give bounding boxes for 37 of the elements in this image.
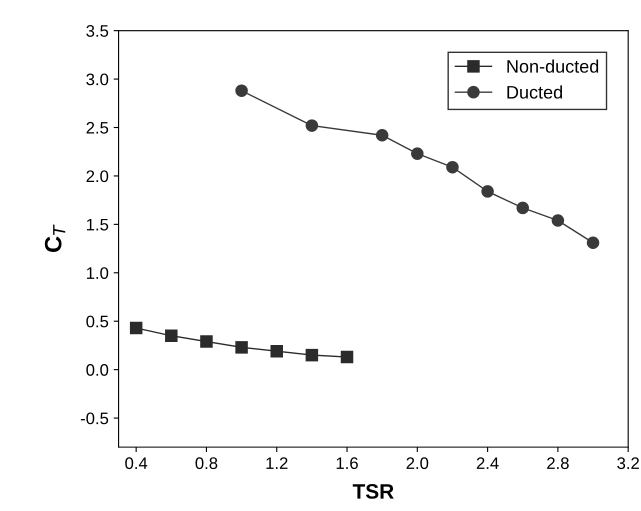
point — [306, 348, 318, 362]
point — [306, 119, 318, 132]
y-tick-label: 1.0 — [86, 267, 108, 279]
point — [481, 185, 494, 198]
y-tick-label: 0.0 — [86, 364, 108, 376]
x-tick-label: 3.2 — [617, 457, 639, 470]
point — [586, 236, 600, 250]
point — [200, 335, 213, 348]
point — [411, 147, 424, 160]
y-tick-label: -0.5 — [80, 412, 108, 424]
point — [235, 341, 248, 354]
point — [270, 344, 283, 358]
y-tick-label: 3.5 — [86, 25, 108, 37]
y-tick-label: 2.0 — [86, 170, 108, 182]
x-tick-label: 2.0 — [406, 457, 428, 470]
point — [165, 329, 178, 342]
legend-label: Non-ducted — [507, 60, 598, 73]
y-tick-label: 2.5 — [86, 122, 108, 134]
point — [340, 350, 354, 364]
y-tick-label: 3.0 — [86, 73, 108, 86]
x-tick-label: 2.8 — [547, 457, 569, 470]
x-axis-title: TSR — [352, 484, 394, 499]
point — [130, 322, 142, 334]
point — [516, 202, 529, 214]
x-tick-label: 1.6 — [336, 457, 358, 470]
y-axis-title: C$_{T}$ — [44, 224, 66, 252]
point — [376, 129, 388, 142]
x-tick-label: 2.4 — [476, 457, 499, 469]
x-tick-label: 0.4 — [125, 457, 148, 470]
y-tick-label: 1.5 — [86, 218, 108, 231]
legend-label: Ducted — [507, 85, 562, 99]
x-tick-label: 0.8 — [196, 457, 218, 470]
point — [446, 160, 459, 174]
point — [552, 214, 564, 227]
x-tick-label: 1.2 — [266, 457, 288, 469]
y-tick-label: 0.5 — [86, 316, 108, 328]
point — [235, 84, 248, 97]
